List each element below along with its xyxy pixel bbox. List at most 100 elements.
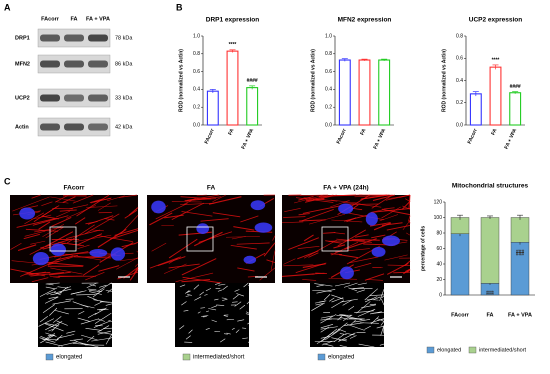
- mito-fiber: [373, 222, 392, 231]
- mito-fiber: [370, 208, 411, 213]
- inset-fiber: [337, 328, 347, 333]
- inset-fiber: [57, 334, 75, 339]
- size-label: 33 kDa: [115, 95, 133, 101]
- inset-fiber: [55, 334, 63, 342]
- inset-fiber: [94, 312, 112, 324]
- mito-fiber: [369, 222, 391, 227]
- mito-fiber: [38, 221, 51, 230]
- inset-fiber: [342, 299, 353, 306]
- inset-fiber: [232, 294, 239, 300]
- mito-fiber: [30, 240, 46, 245]
- inset-fiber: [320, 331, 334, 342]
- inset-fiber: [205, 328, 210, 330]
- inset-fiber: [221, 297, 227, 299]
- inset-fiber: [179, 284, 186, 288]
- mito-fiber: [134, 263, 139, 267]
- inset-fiber: [344, 322, 364, 327]
- zoom-box: [49, 226, 77, 252]
- bar: [378, 59, 391, 126]
- inset-fiber: [205, 310, 210, 313]
- panel-label: B: [176, 2, 183, 12]
- inset-fiber: [39, 337, 56, 343]
- inset-fiber: [197, 311, 201, 314]
- inset-fiber: [372, 296, 381, 301]
- inset-fiber: [211, 319, 217, 323]
- mito-fiber: [128, 207, 139, 216]
- inset-fiber: [54, 309, 69, 315]
- mito-fiber: [283, 258, 296, 265]
- inset-fiber: [320, 324, 334, 329]
- inset-fiber: [357, 282, 367, 286]
- mito-fiber: [51, 216, 72, 227]
- mito-fiber: [302, 279, 317, 281]
- inset-fiber: [370, 316, 380, 325]
- image-title: FA + VPA (24h): [323, 185, 368, 192]
- inset-fiber: [236, 293, 245, 297]
- x-tick-label: FAcorr: [204, 128, 216, 145]
- mito-fiber: [212, 194, 227, 202]
- inset-fiber: [329, 297, 335, 302]
- inset-fiber: [226, 332, 231, 335]
- inset-fiber: [345, 332, 355, 336]
- y-tick-label: 100: [434, 215, 443, 221]
- inset-fiber: [354, 319, 371, 323]
- inset-fiber: [49, 307, 58, 316]
- inset-fiber: [97, 331, 113, 335]
- legend-swatch: [45, 353, 54, 361]
- size-label: 78 kDa: [115, 35, 133, 41]
- x-tick-label: FA: [359, 128, 367, 137]
- protein-label: Actin: [15, 124, 29, 130]
- inset-fiber: [316, 284, 324, 287]
- blot-band: [40, 123, 60, 131]
- bar: [509, 92, 522, 126]
- inset-fiber: [97, 318, 106, 322]
- mito-fiber: [73, 234, 112, 243]
- mito-fiber: [157, 256, 186, 267]
- inset-fiber: [369, 303, 376, 306]
- inset-fiber: [380, 325, 385, 336]
- nucleus: [32, 252, 50, 266]
- inset-fiber: [356, 301, 371, 314]
- mito-fiber: [402, 220, 411, 231]
- inset-fiber: [381, 295, 385, 299]
- inset-fiber: [318, 300, 327, 303]
- inset-fiber: [185, 290, 190, 294]
- inset-fiber: [311, 303, 324, 311]
- inset-fiber: [359, 322, 379, 324]
- chart-title: Mitochondrial structures: [452, 183, 529, 190]
- x-tick-label: FA: [486, 312, 493, 318]
- mito-fiber: [194, 231, 223, 247]
- mito-fiber: [226, 236, 260, 238]
- inset-fiber: [245, 313, 250, 315]
- inset-fiber: [379, 289, 385, 302]
- lane-label: FAcorr: [41, 16, 60, 22]
- x-tick-label: FAcorr: [467, 128, 479, 145]
- zoom-box: [186, 226, 214, 252]
- mito-fiber: [323, 232, 336, 234]
- blot-band: [64, 34, 84, 42]
- inset-fiber: [246, 311, 250, 314]
- inset-fiber: [369, 294, 384, 297]
- mito-fiber: [334, 232, 346, 235]
- mito-fiber: [67, 254, 79, 260]
- mito-fiber: [301, 209, 334, 222]
- mito-fiber: [47, 257, 62, 265]
- mito-fiber: [303, 234, 314, 242]
- mito-fiber: [50, 196, 76, 202]
- mito-fiber: [272, 235, 276, 241]
- mito-fiber: [77, 244, 90, 249]
- inset-fiber: [242, 337, 248, 339]
- y-tick-label: 0.2: [193, 105, 200, 111]
- mito-fiber: [68, 243, 82, 246]
- mito-fiber: [297, 245, 320, 249]
- inset-fiber: [349, 335, 357, 339]
- mito-fiber: [299, 219, 326, 222]
- mito-fiber: [41, 205, 60, 217]
- bar: [338, 59, 351, 126]
- bar: [206, 90, 219, 126]
- mito-fiber: [328, 278, 357, 280]
- inset-fiber: [40, 334, 55, 344]
- inset-fiber: [95, 325, 103, 327]
- mito-fiber: [155, 203, 188, 220]
- inset-fiber: [340, 298, 358, 303]
